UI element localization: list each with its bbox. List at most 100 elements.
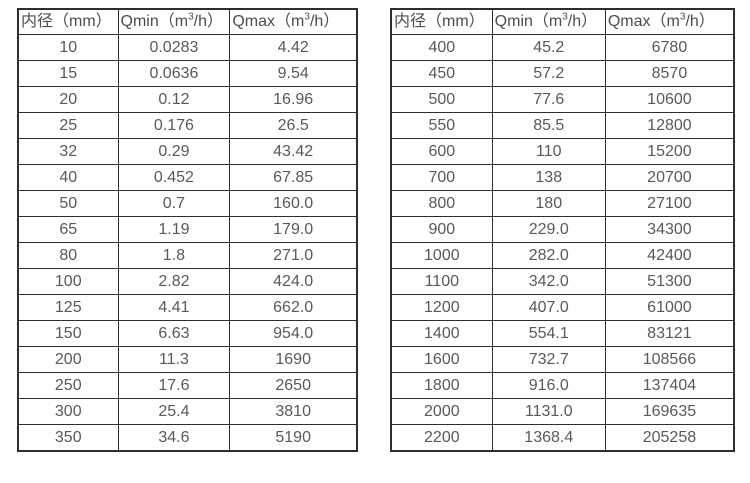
table-cell: 43.42 bbox=[229, 138, 358, 165]
table-cell: 250 bbox=[17, 372, 119, 399]
table-row: 10 0.0283 4.42 bbox=[17, 34, 358, 61]
table-cell: 954.0 bbox=[229, 320, 358, 347]
table-cell: 67.85 bbox=[229, 164, 358, 191]
table-cell: 424.0 bbox=[229, 268, 358, 295]
table-cell: 42400 bbox=[604, 242, 735, 269]
table-row: 450 57.2 8570 bbox=[390, 60, 735, 87]
table-row: 50 0.7 160.0 bbox=[17, 190, 358, 217]
table-cell: 25.4 bbox=[117, 398, 231, 425]
table-cell: 108566 bbox=[604, 346, 735, 373]
column-header: Qmax（m3/h） bbox=[229, 8, 358, 35]
table-cell: 550 bbox=[390, 112, 493, 139]
table-cell: 40 bbox=[17, 164, 119, 191]
table-cell: 2000 bbox=[390, 398, 493, 425]
table-cell: 26.5 bbox=[229, 112, 358, 139]
table-row: 1400 554.1 83121 bbox=[390, 320, 735, 347]
table-row: 125 4.41 662.0 bbox=[17, 294, 358, 321]
table-cell: 0.0283 bbox=[117, 34, 231, 61]
table-row: 700 138 20700 bbox=[390, 164, 735, 191]
table-cell: 34.6 bbox=[117, 424, 231, 452]
table-cell: 1368.4 bbox=[491, 424, 606, 452]
table-row: 250 17.6 2650 bbox=[17, 372, 358, 399]
table-cell: 1690 bbox=[229, 346, 358, 373]
column-header: 内径（mm） bbox=[17, 8, 119, 35]
table-cell: 342.0 bbox=[491, 268, 606, 295]
table-row: 200 11.3 1690 bbox=[17, 346, 358, 373]
table-cell: 85.5 bbox=[491, 112, 606, 139]
table-cell: 0.29 bbox=[117, 138, 231, 165]
table-row: 15 0.0636 9.54 bbox=[17, 60, 358, 87]
table-cell: 700 bbox=[390, 164, 493, 191]
column-header: Qmin（m3/h） bbox=[117, 8, 231, 35]
column-header: Qmin（m3/h） bbox=[491, 8, 606, 35]
superscript: 3 bbox=[562, 11, 568, 23]
table-cell: 1600 bbox=[390, 346, 493, 373]
table-cell: 407.0 bbox=[491, 294, 606, 321]
table-cell: 1400 bbox=[390, 320, 493, 347]
table-cell: 1000 bbox=[390, 242, 493, 269]
table-cell: 0.7 bbox=[117, 190, 231, 217]
table-cell: 5190 bbox=[229, 424, 358, 452]
table-cell: 800 bbox=[390, 190, 493, 217]
table-row: 1200 407.0 61000 bbox=[390, 294, 735, 321]
table-cell: 15 bbox=[17, 60, 119, 87]
table-cell: 916.0 bbox=[491, 372, 606, 399]
table-cell: 350 bbox=[17, 424, 119, 452]
table-cell: 6780 bbox=[604, 34, 735, 61]
table-cell: 2.82 bbox=[117, 268, 231, 295]
table-row: 1000 282.0 42400 bbox=[390, 242, 735, 269]
table-cell: 20 bbox=[17, 86, 119, 113]
table-row: 900 229.0 34300 bbox=[390, 216, 735, 243]
table-cell: 0.12 bbox=[117, 86, 231, 113]
table-row: 80 1.8 271.0 bbox=[17, 242, 358, 269]
table-cell: 500 bbox=[390, 86, 493, 113]
table-cell: 10600 bbox=[604, 86, 735, 113]
table-cell: 50 bbox=[17, 190, 119, 217]
table-cell: 20700 bbox=[604, 164, 735, 191]
table-cell: 400 bbox=[390, 34, 493, 61]
table-cell: 1800 bbox=[390, 372, 493, 399]
table-cell: 15200 bbox=[604, 138, 735, 165]
table-cell: 450 bbox=[390, 60, 493, 87]
table-cell: 179.0 bbox=[229, 216, 358, 243]
table-cell: 34300 bbox=[604, 216, 735, 243]
table-row: 40 0.452 67.85 bbox=[17, 164, 358, 191]
table-cell: 4.42 bbox=[229, 34, 358, 61]
table-cell: 45.2 bbox=[491, 34, 606, 61]
table-row: 1800 916.0 137404 bbox=[390, 372, 735, 399]
table-cell: 8570 bbox=[604, 60, 735, 87]
column-header: Qmax（m3/h） bbox=[604, 8, 735, 35]
table-row: 350 34.6 5190 bbox=[17, 424, 358, 452]
table-cell: 0.0636 bbox=[117, 60, 231, 87]
table-row: 1100 342.0 51300 bbox=[390, 268, 735, 295]
table-cell: 554.1 bbox=[491, 320, 606, 347]
table-cell: 77.6 bbox=[491, 86, 606, 113]
table-cell: 1200 bbox=[390, 294, 493, 321]
table-cell: 3810 bbox=[229, 398, 358, 425]
table-cell: 27100 bbox=[604, 190, 735, 217]
table-cell: 125 bbox=[17, 294, 119, 321]
table-cell: 900 bbox=[390, 216, 493, 243]
table-cell: 229.0 bbox=[491, 216, 606, 243]
table-cell: 0.452 bbox=[117, 164, 231, 191]
table-row: 1600 732.7 108566 bbox=[390, 346, 735, 373]
table-cell: 57.2 bbox=[491, 60, 606, 87]
table-cell: 80 bbox=[17, 242, 119, 269]
table-cell: 0.176 bbox=[117, 112, 231, 139]
table-cell: 600 bbox=[390, 138, 493, 165]
table-row: 300 25.4 3810 bbox=[17, 398, 358, 425]
table-cell: 137404 bbox=[604, 372, 735, 399]
table-row: 800 180 27100 bbox=[390, 190, 735, 217]
table-row: 400 45.2 6780 bbox=[390, 34, 735, 61]
table-cell: 110 bbox=[491, 138, 606, 165]
table-row: 2200 1368.4 205258 bbox=[390, 424, 735, 452]
table-cell: 662.0 bbox=[229, 294, 358, 321]
flow-range-table-large-diameters: 内径（mm） Qmin（m3/h） Qmax（m3/h） 400 45.2 6780 45… bbox=[390, 8, 735, 452]
table-cell: 4.41 bbox=[117, 294, 231, 321]
table-cell: 65 bbox=[17, 216, 119, 243]
table-cell: 12800 bbox=[604, 112, 735, 139]
table-row: 600 110 15200 bbox=[390, 138, 735, 165]
table-cell: 180 bbox=[491, 190, 606, 217]
table-row: 500 77.6 10600 bbox=[390, 86, 735, 113]
